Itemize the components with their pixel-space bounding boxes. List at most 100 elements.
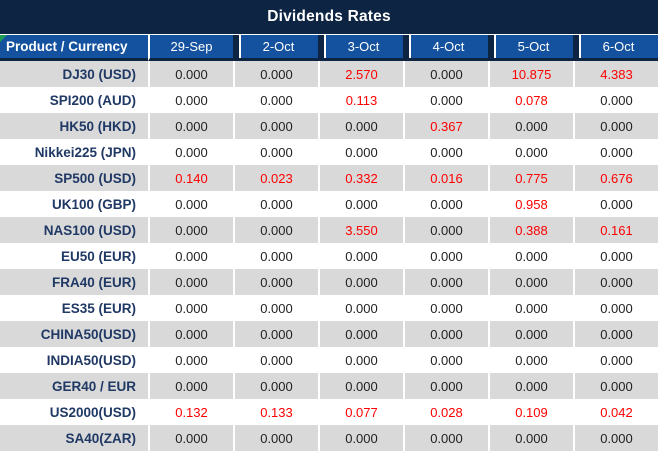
value-cell: 0.000: [318, 269, 403, 295]
value-cell: 0.000: [488, 269, 573, 295]
product-cell: FRA40 (EUR): [0, 269, 148, 295]
value-cell: 0.000: [573, 425, 658, 451]
product-cell: SA40(ZAR): [0, 425, 148, 451]
value-cell: 0.000: [403, 191, 488, 217]
value-cell: 0.000: [403, 347, 488, 373]
value-cell: 0.077: [318, 399, 403, 425]
value-cell: 0.000: [403, 425, 488, 451]
table-row: CHINA50(USD) 0.000 0.000 0.000 0.000 0.000 0.0…: [0, 321, 658, 347]
value-cell: 0.000: [488, 347, 573, 373]
value-cell: 0.140: [148, 165, 233, 191]
page-title: Dividends Rates: [267, 8, 391, 25]
value-cell: 0.000: [148, 425, 233, 451]
product-cell: SPI200 (AUD): [0, 87, 148, 113]
column-header-product: Product / Currency: [0, 35, 148, 61]
value-cell: 0.000: [403, 321, 488, 347]
table-title-bar: Dividends Rates: [0, 0, 658, 35]
value-cell: 0.000: [573, 113, 658, 139]
table-row: INDIA50(USD) 0.000 0.000 0.000 0.000 0.000 0.0…: [0, 347, 658, 373]
value-cell: 0.000: [233, 87, 318, 113]
value-cell: 0.000: [233, 347, 318, 373]
product-cell: UK100 (GBP): [0, 191, 148, 217]
table-row: NAS100 (USD) 0.000 0.000 3.550 0.000 0.388 0.1…: [0, 217, 658, 243]
value-cell: 0.000: [488, 113, 573, 139]
table-row: UK100 (GBP) 0.000 0.000 0.000 0.000 0.958 0.00…: [0, 191, 658, 217]
value-cell: 0.000: [148, 61, 233, 87]
value-cell: 0.367: [403, 113, 488, 139]
table-row: Nikkei225 (JPN) 0.000 0.000 0.000 0.000 0.000…: [0, 139, 658, 165]
table-row: SPI200 (AUD) 0.000 0.000 0.113 0.000 0.078 0.0…: [0, 87, 658, 113]
product-cell: CHINA50(USD): [0, 321, 148, 347]
value-cell: 3.550: [318, 217, 403, 243]
value-cell: 0.000: [318, 373, 403, 399]
table-row: EU50 (EUR) 0.000 0.000 0.000 0.000 0.000 0.000: [0, 243, 658, 269]
value-cell: 0.000: [573, 347, 658, 373]
value-cell: 0.000: [148, 295, 233, 321]
value-cell: 0.775: [488, 165, 573, 191]
value-cell: 0.000: [488, 139, 573, 165]
value-cell: 0.000: [148, 373, 233, 399]
value-cell: 2.570: [318, 61, 403, 87]
value-cell: 0.000: [403, 139, 488, 165]
table-row: FRA40 (EUR) 0.000 0.000 0.000 0.000 0.000 0.00…: [0, 269, 658, 295]
value-cell: 0.000: [488, 373, 573, 399]
value-cell: 4.383: [573, 61, 658, 87]
value-cell: 0.000: [573, 269, 658, 295]
product-cell: INDIA50(USD): [0, 347, 148, 373]
table-header-row: Product / Currency 29-Sep 2-Oct 3-Oct 4-Oct…: [0, 35, 658, 61]
column-header-date: 5-Oct: [488, 35, 573, 61]
value-cell: 0.000: [488, 425, 573, 451]
value-cell: 0.000: [403, 87, 488, 113]
value-cell: 0.676: [573, 165, 658, 191]
value-cell: 0.000: [573, 191, 658, 217]
value-cell: 0.000: [403, 243, 488, 269]
table-row: GER40 / EUR 0.000 0.000 0.000 0.000 0.000 0.00…: [0, 373, 658, 399]
value-cell: 0.000: [148, 243, 233, 269]
value-cell: 0.000: [148, 269, 233, 295]
value-cell: 0.000: [403, 217, 488, 243]
value-cell: 0.132: [148, 399, 233, 425]
value-cell: 0.000: [148, 347, 233, 373]
product-cell: GER40 / EUR: [0, 373, 148, 399]
value-cell: 0.000: [318, 191, 403, 217]
column-header-date: 3-Oct: [318, 35, 403, 61]
value-cell: 0.000: [233, 295, 318, 321]
value-cell: 0.000: [233, 61, 318, 87]
column-header-date: 29-Sep: [148, 35, 233, 61]
value-cell: 0.332: [318, 165, 403, 191]
column-header-date: 4-Oct: [403, 35, 488, 61]
value-cell: 0.000: [403, 61, 488, 87]
product-cell: SP500 (USD): [0, 165, 148, 191]
value-cell: 0.000: [148, 87, 233, 113]
product-cell: Nikkei225 (JPN): [0, 139, 148, 165]
value-cell: 0.958: [488, 191, 573, 217]
value-cell: 0.000: [403, 269, 488, 295]
value-cell: 0.000: [318, 295, 403, 321]
value-cell: 0.388: [488, 217, 573, 243]
green-corner-indicator: [0, 35, 7, 42]
value-cell: 0.078: [488, 87, 573, 113]
value-cell: 0.000: [403, 295, 488, 321]
value-cell: 0.042: [573, 399, 658, 425]
value-cell: 0.000: [148, 321, 233, 347]
column-header-date: 6-Oct: [573, 35, 658, 61]
value-cell: 0.161: [573, 217, 658, 243]
value-cell: 10.875: [488, 61, 573, 87]
product-cell: ES35 (EUR): [0, 295, 148, 321]
value-cell: 0.000: [148, 191, 233, 217]
product-cell: HK50 (HKD): [0, 113, 148, 139]
value-cell: 0.000: [318, 113, 403, 139]
value-cell: 0.000: [318, 347, 403, 373]
product-cell: EU50 (EUR): [0, 243, 148, 269]
value-cell: 0.000: [148, 217, 233, 243]
value-cell: 0.000: [318, 243, 403, 269]
table-row: US2000(USD) 0.132 0.133 0.077 0.028 0.109 0.04…: [0, 399, 658, 425]
value-cell: 0.000: [233, 139, 318, 165]
value-cell: 0.000: [233, 243, 318, 269]
table-row: SA40(ZAR) 0.000 0.000 0.000 0.000 0.000 0.000: [0, 425, 658, 451]
value-cell: 0.000: [233, 113, 318, 139]
value-cell: 0.000: [233, 373, 318, 399]
value-cell: 0.000: [318, 139, 403, 165]
value-cell: 0.000: [488, 243, 573, 269]
value-cell: 0.000: [573, 373, 658, 399]
